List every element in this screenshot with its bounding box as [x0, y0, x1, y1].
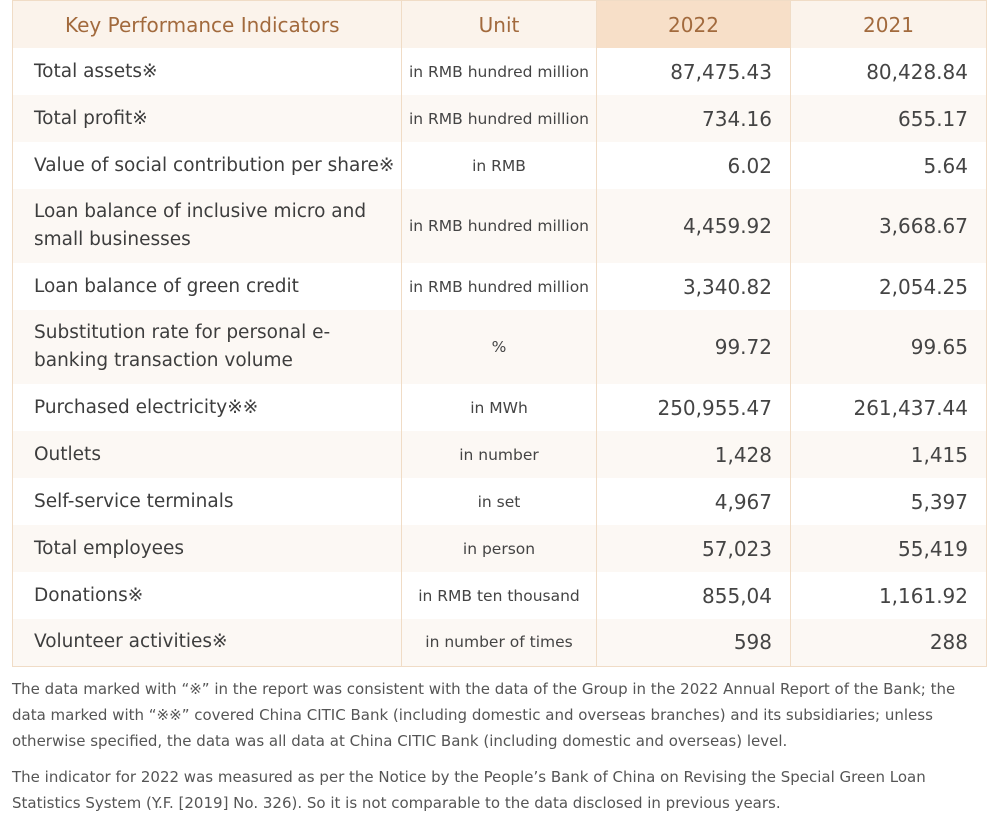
value-2022-cell: 1,428 — [596, 431, 791, 478]
value-2022-cell: 855,04 — [596, 572, 791, 619]
value-2021-cell: 55,419 — [790, 525, 987, 572]
unit-cell: in person — [401, 525, 597, 572]
table-row: Outlets in number 1,428 1,415 — [12, 431, 987, 478]
value-2022-cell: 734.16 — [596, 95, 791, 142]
value-2022-cell: 4,459.92 — [596, 189, 791, 263]
value-2021-cell: 5,397 — [790, 478, 987, 525]
unit-cell: in number of times — [401, 619, 597, 666]
header-2022: 2022 — [596, 0, 791, 48]
value-2022-cell: 99.72 — [596, 310, 791, 384]
value-2022-cell: 598 — [596, 619, 791, 666]
table-header-row: Key Performance Indicators Unit 2022 202… — [12, 0, 987, 48]
table-row: Total assets※ in RMB hundred million 87,… — [12, 48, 987, 95]
indicator-cell: Loan balance of inclusive micro and smal… — [12, 189, 402, 263]
unit-cell: in RMB hundred million — [401, 189, 597, 263]
indicator-cell: Purchased electricity※※ — [12, 384, 402, 431]
unit-cell: in RMB ten thousand — [401, 572, 597, 619]
indicator-cell: Self-service terminals — [12, 478, 402, 525]
unit-cell: in number — [401, 431, 597, 478]
header-unit: Unit — [401, 0, 597, 48]
value-2022-cell: 6.02 — [596, 142, 791, 189]
value-2021-cell: 80,428.84 — [790, 48, 987, 95]
value-2022-cell: 250,955.47 — [596, 384, 791, 431]
kpi-table: Key Performance Indicators Unit 2022 202… — [12, 0, 987, 667]
table-row: Self-service terminals in set 4,967 5,39… — [12, 478, 987, 525]
table-row: Total employees in person 57,023 55,419 — [12, 525, 987, 572]
table-row: Total profit※ in RMB hundred million 734… — [12, 95, 987, 142]
value-2021-cell: 655.17 — [790, 95, 987, 142]
value-2021-cell: 1,415 — [790, 431, 987, 478]
table-row: Purchased electricity※※ in MWh 250,955.4… — [12, 384, 987, 431]
value-2022-cell: 57,023 — [596, 525, 791, 572]
indicator-cell: Loan balance of green credit — [12, 263, 402, 310]
footnote-2: The indicator for 2022 was measured as p… — [12, 768, 926, 812]
footnote-1: The data marked with “※” in the report w… — [12, 680, 956, 750]
value-2021-cell: 2,054.25 — [790, 263, 987, 310]
value-2021-cell: 3,668.67 — [790, 189, 987, 263]
header-indicator: Key Performance Indicators — [12, 0, 402, 48]
table-row: Value of social contribution per share※ … — [12, 142, 987, 189]
kpi-table-container: Key Performance Indicators Unit 2022 202… — [12, 0, 987, 667]
value-2022-cell: 3,340.82 — [596, 263, 791, 310]
footnotes: The data marked with “※” in the report w… — [12, 676, 987, 826]
indicator-cell: Total employees — [12, 525, 402, 572]
header-2021: 2021 — [790, 0, 987, 48]
value-2021-cell: 288 — [790, 619, 987, 666]
indicator-cell: Total profit※ — [12, 95, 402, 142]
indicator-cell: Total assets※ — [12, 48, 402, 95]
unit-cell: in RMB — [401, 142, 597, 189]
indicator-cell: Substitution rate for personal e-banking… — [12, 310, 402, 384]
value-2021-cell: 99.65 — [790, 310, 987, 384]
indicator-cell: Donations※ — [12, 572, 402, 619]
indicator-cell: Value of social contribution per share※ — [12, 142, 402, 189]
unit-cell: in MWh — [401, 384, 597, 431]
value-2022-cell: 87,475.43 — [596, 48, 791, 95]
value-2021-cell: 261,437.44 — [790, 384, 987, 431]
unit-cell: in RMB hundred million — [401, 95, 597, 142]
unit-cell: in RMB hundred million — [401, 263, 597, 310]
unit-cell: in set — [401, 478, 597, 525]
table-row: Loan balance of inclusive micro and smal… — [12, 189, 987, 263]
table-row: Loan balance of green credit in RMB hund… — [12, 263, 987, 310]
indicator-cell: Outlets — [12, 431, 402, 478]
table-row: Donations※ in RMB ten thousand 855,04 1,… — [12, 572, 987, 619]
unit-cell: in RMB hundred million — [401, 48, 597, 95]
value-2021-cell: 5.64 — [790, 142, 987, 189]
unit-cell: % — [401, 310, 597, 384]
value-2021-cell: 1,161.92 — [790, 572, 987, 619]
table-row: Substitution rate for personal e-banking… — [12, 310, 987, 384]
value-2022-cell: 4,967 — [596, 478, 791, 525]
indicator-cell: Volunteer activities※ — [12, 619, 402, 666]
table-row: Volunteer activities※ in number of times… — [12, 619, 987, 666]
